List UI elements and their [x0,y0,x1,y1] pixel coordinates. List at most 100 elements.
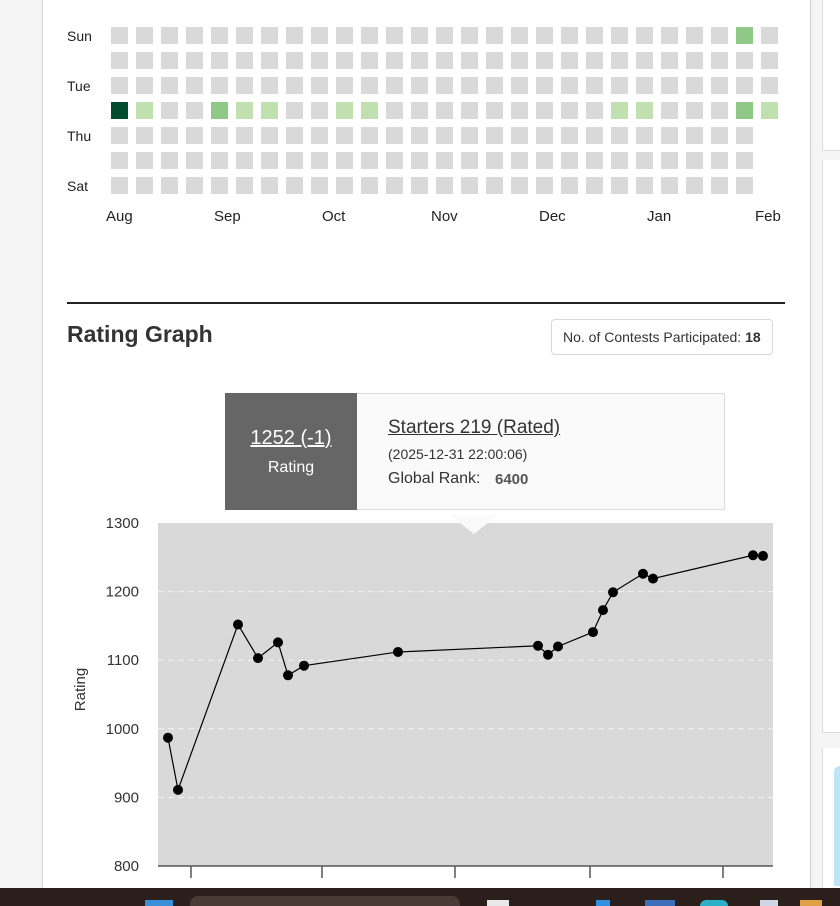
heatmap-cell[interactable] [761,27,778,44]
heatmap-cell[interactable] [136,177,153,194]
heatmap-cell[interactable] [611,77,628,94]
heatmap-cell[interactable] [511,152,528,169]
heatmap-cell[interactable] [536,102,553,119]
heatmap-cell[interactable] [286,152,303,169]
heatmap-cell[interactable] [111,27,128,44]
heatmap-cell[interactable] [386,27,403,44]
heatmap-cell[interactable] [161,27,178,44]
heatmap-cell[interactable] [586,102,603,119]
heatmap-cell[interactable] [411,27,428,44]
heatmap-cell[interactable] [111,127,128,144]
heatmap-cell[interactable] [161,177,178,194]
heatmap-cell[interactable] [386,177,403,194]
rating-point[interactable] [758,550,768,561]
heatmap-cell[interactable] [761,77,778,94]
heatmap-cell[interactable] [211,102,228,119]
heatmap-cell[interactable] [436,152,453,169]
rating-point[interactable] [163,732,173,743]
heatmap-cell[interactable] [711,77,728,94]
start-icon[interactable] [145,900,173,906]
heatmap-cell[interactable] [736,52,753,69]
heatmap-cell[interactable] [736,152,753,169]
heatmap-cell[interactable] [711,127,728,144]
heatmap-cell[interactable] [211,152,228,169]
heatmap-cell[interactable] [411,77,428,94]
heatmap-cell[interactable] [236,52,253,69]
heatmap-cell[interactable] [361,102,378,119]
heatmap-cell[interactable] [511,27,528,44]
heatmap-cell[interactable] [661,127,678,144]
heatmap-cell[interactable] [561,177,578,194]
heatmap-cell[interactable] [486,52,503,69]
heatmap-cell[interactable] [661,77,678,94]
rating-point[interactable] [393,646,403,657]
heatmap-cell[interactable] [636,52,653,69]
heatmap-cell[interactable] [611,52,628,69]
taskbar-app-icon[interactable] [700,900,728,906]
rating-point[interactable] [233,619,243,630]
heatmap-cell[interactable] [361,77,378,94]
heatmap-cell[interactable] [586,177,603,194]
heatmap-cell[interactable] [586,77,603,94]
heatmap-cell[interactable] [486,152,503,169]
heatmap-cell[interactable] [711,27,728,44]
heatmap-cell[interactable] [661,177,678,194]
heatmap-cell[interactable] [386,52,403,69]
heatmap-cell[interactable] [386,152,403,169]
tooltip-contest-link[interactable]: Starters 219 (Rated) [388,417,561,438]
heatmap-cell[interactable] [336,177,353,194]
heatmap-cell[interactable] [336,127,353,144]
heatmap-cell[interactable] [336,152,353,169]
heatmap-cell[interactable] [461,127,478,144]
heatmap-cell[interactable] [261,102,278,119]
rating-point[interactable] [253,653,263,664]
taskbar-app-icon[interactable] [487,900,509,906]
heatmap-cell[interactable] [511,127,528,144]
heatmap-cell[interactable] [561,77,578,94]
heatmap-cell[interactable] [711,152,728,169]
heatmap-cell[interactable] [436,102,453,119]
heatmap-cell[interactable] [311,27,328,44]
heatmap-cell[interactable] [311,152,328,169]
heatmap-cell[interactable] [211,27,228,44]
heatmap-cell[interactable] [186,102,203,119]
heatmap-cell[interactable] [336,27,353,44]
side-widget[interactable] [834,766,840,886]
heatmap-cell[interactable] [636,77,653,94]
heatmap-cell[interactable] [711,52,728,69]
heatmap-cell[interactable] [136,77,153,94]
heatmap-cell[interactable] [761,102,778,119]
tooltip-rating-value[interactable]: 1252 (-1) [250,427,332,449]
rating-point[interactable] [748,550,758,561]
heatmap-cell[interactable] [536,152,553,169]
heatmap-cell[interactable] [611,102,628,119]
heatmap-cell[interactable] [261,77,278,94]
heatmap-cell[interactable] [661,102,678,119]
heatmap-cell[interactable] [111,77,128,94]
heatmap-cell[interactable] [711,177,728,194]
heatmap-cell[interactable] [686,152,703,169]
heatmap-cell[interactable] [736,77,753,94]
heatmap-cell[interactable] [636,127,653,144]
heatmap-cell[interactable] [286,52,303,69]
heatmap-cell[interactable] [436,177,453,194]
heatmap-cell[interactable] [411,152,428,169]
heatmap-cell[interactable] [536,127,553,144]
heatmap-cell[interactable] [361,177,378,194]
heatmap-cell[interactable] [536,77,553,94]
rating-point[interactable] [638,568,648,579]
heatmap-cell[interactable] [186,152,203,169]
heatmap-cell[interactable] [736,127,753,144]
heatmap-cell[interactable] [311,52,328,69]
heatmap-cell[interactable] [361,127,378,144]
heatmap-cell[interactable] [636,177,653,194]
heatmap-cell[interactable] [536,177,553,194]
heatmap-cell[interactable] [436,52,453,69]
heatmap-cell[interactable] [511,177,528,194]
heatmap-cell[interactable] [261,127,278,144]
heatmap-cell[interactable] [136,127,153,144]
heatmap-cell[interactable] [586,52,603,69]
heatmap-cell[interactable] [586,152,603,169]
heatmap-cell[interactable] [311,102,328,119]
taskbar-app-icon[interactable] [800,900,822,906]
